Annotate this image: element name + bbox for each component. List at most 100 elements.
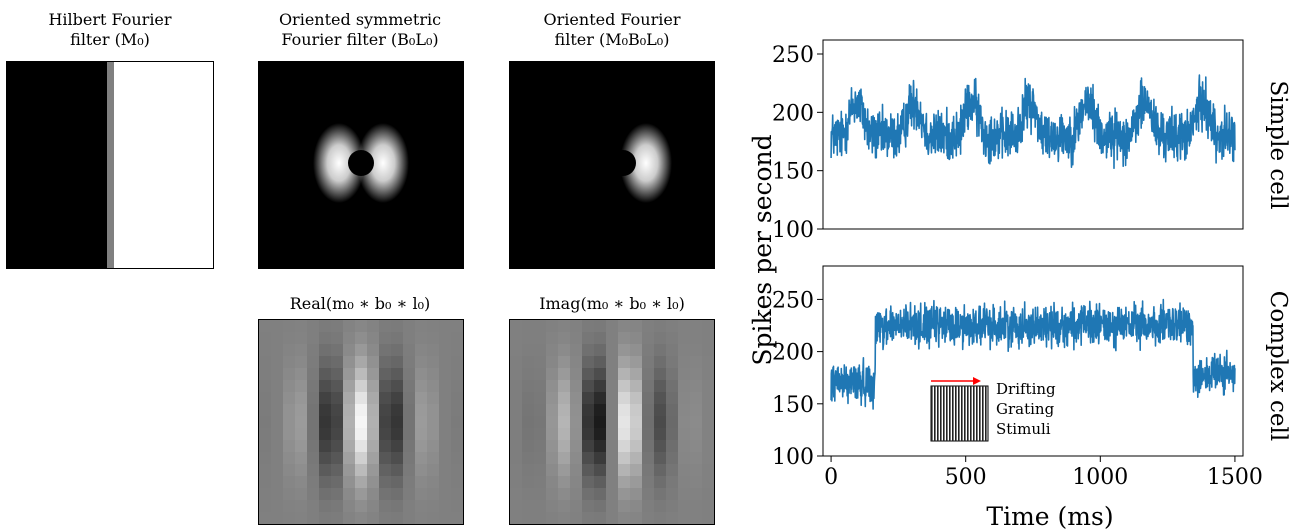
imag-kernel-pixel bbox=[618, 488, 631, 501]
real-kernel-pixel bbox=[367, 320, 380, 333]
imag-kernel-pixel bbox=[678, 476, 691, 489]
imag-kernel-pixel bbox=[654, 440, 667, 453]
imag-kernel-pixel bbox=[522, 344, 535, 357]
real-kernel-pixel bbox=[439, 488, 452, 501]
real-kernel-pixel bbox=[427, 488, 440, 501]
imag-kernel-pixel bbox=[654, 392, 667, 405]
y-tick-label: 200 bbox=[772, 341, 814, 366]
real-kernel-pixel bbox=[391, 416, 404, 429]
real-kernel-pixel bbox=[271, 356, 284, 369]
real-kernel-pixel bbox=[319, 476, 332, 489]
oriented-symmetric-filter-svg bbox=[259, 62, 463, 268]
real-kernel-pixel bbox=[283, 368, 296, 381]
imag-kernel-pixel bbox=[642, 332, 655, 345]
imag-kernel-title-line1: Imag(m₀ ∗ b₀ ∗ l₀) bbox=[539, 294, 685, 313]
imag-kernel-pixel bbox=[630, 356, 643, 369]
real-kernel-pixel bbox=[271, 512, 284, 524]
real-kernel-pixel bbox=[415, 464, 428, 477]
imag-kernel-pixel bbox=[558, 356, 571, 369]
imag-kernel-pixel bbox=[690, 512, 703, 524]
real-kernel-pixel bbox=[439, 464, 452, 477]
real-kernel-pixel bbox=[283, 464, 296, 477]
imag-kernel-pixel bbox=[594, 428, 607, 441]
real-kernel-pixel bbox=[427, 368, 440, 381]
imag-kernel-pixel bbox=[510, 428, 523, 441]
imag-kernel-pixel bbox=[510, 404, 523, 417]
real-kernel-pixel bbox=[439, 512, 452, 524]
imag-kernel-pixel bbox=[582, 344, 595, 357]
imag-kernel-pixel bbox=[534, 476, 547, 489]
real-kernel-pixel bbox=[271, 320, 284, 333]
imag-kernel-pixel bbox=[642, 452, 655, 465]
real-kernel-pixel bbox=[307, 416, 320, 429]
real-kernel-pixel bbox=[391, 356, 404, 369]
real-kernel-pixel bbox=[355, 428, 368, 441]
real-kernel-pixel bbox=[415, 344, 428, 357]
imag-kernel-pixel bbox=[546, 380, 559, 393]
imag-kernel-pixel bbox=[558, 416, 571, 429]
imag-kernel-pixel bbox=[594, 464, 607, 477]
real-kernel-pixel bbox=[391, 464, 404, 477]
imag-kernel-pixel bbox=[534, 488, 547, 501]
real-kernel-pixel bbox=[403, 368, 416, 381]
imag-kernel-pixel bbox=[522, 356, 535, 369]
real-kernel-pixel bbox=[439, 404, 452, 417]
real-kernel-pixel bbox=[427, 332, 440, 345]
grating-stripe bbox=[955, 386, 957, 441]
real-kernel-pixel bbox=[379, 320, 392, 333]
imag-kernel-pixel bbox=[570, 452, 583, 465]
imag-kernel-pixel bbox=[594, 392, 607, 405]
grating-stripe bbox=[943, 386, 945, 441]
real-kernel-pixel bbox=[295, 488, 308, 501]
imag-kernel-pixel bbox=[522, 428, 535, 441]
imag-kernel-pixel bbox=[642, 512, 655, 524]
real-kernel-pixel bbox=[283, 512, 296, 524]
real-kernel-pixel bbox=[379, 404, 392, 417]
imag-kernel-pixel bbox=[546, 356, 559, 369]
imag-kernel-pixel bbox=[570, 332, 583, 345]
imag-kernel-pixel bbox=[606, 512, 619, 524]
y-tick-label: 200 bbox=[772, 101, 814, 126]
imag-kernel-pixel bbox=[666, 320, 679, 333]
spike-rate-charts: 100 150 200 250 100 150 200 250 0 500 1000 1500 Sp… bbox=[748, 39, 1291, 531]
y-tick-label: 100 bbox=[772, 218, 814, 243]
imag-kernel-pixel bbox=[630, 380, 643, 393]
imag-kernel-pixel bbox=[582, 380, 595, 393]
real-kernel-pixel bbox=[439, 476, 452, 489]
real-kernel-pixel bbox=[403, 392, 416, 405]
imag-kernel-pixel bbox=[630, 404, 643, 417]
grating-stripe bbox=[979, 386, 981, 441]
real-kernel-pixel bbox=[403, 428, 416, 441]
real-kernel-pixel bbox=[343, 500, 356, 513]
real-kernel-pixel bbox=[331, 440, 344, 453]
real-kernel-pixel bbox=[259, 440, 272, 453]
oriented-symmetric-filter-title: Oriented symmetric Fourier filter (B₀L₀) bbox=[240, 10, 480, 50]
real-kernel-pixel bbox=[367, 416, 380, 429]
imag-kernel-pixel bbox=[558, 392, 571, 405]
imag-kernel-pixel bbox=[594, 488, 607, 501]
real-kernel-pixel bbox=[451, 452, 463, 465]
imag-kernel-pixel bbox=[534, 416, 547, 429]
imag-kernel-pixel bbox=[690, 320, 703, 333]
real-kernel-pixel bbox=[451, 368, 463, 381]
imag-kernel-pixel bbox=[642, 464, 655, 477]
imag-kernel-pixel bbox=[702, 380, 714, 393]
hilbert-filter-title-line1: Hilbert Fourier bbox=[48, 10, 172, 29]
imag-kernel-pixel bbox=[606, 380, 619, 393]
imag-kernel-pixel bbox=[666, 500, 679, 513]
real-kernel-pixel bbox=[259, 332, 272, 345]
imag-kernel-pixel bbox=[654, 404, 667, 417]
real-kernel-pixel bbox=[319, 428, 332, 441]
real-kernel-pixel bbox=[295, 368, 308, 381]
real-kernel-pixel bbox=[259, 344, 272, 357]
y-axis-label: Spikes per second bbox=[748, 134, 777, 365]
imag-kernel-pixel bbox=[666, 452, 679, 465]
real-kernel-pixel bbox=[283, 380, 296, 393]
real-kernel-pixel bbox=[367, 392, 380, 405]
real-kernel-pixel bbox=[295, 392, 308, 405]
real-kernel-pixel bbox=[331, 320, 344, 333]
imag-kernel-pixel bbox=[606, 356, 619, 369]
imag-kernel-pixel bbox=[690, 404, 703, 417]
imag-kernel-pixel bbox=[630, 392, 643, 405]
imag-kernel-pixel bbox=[570, 356, 583, 369]
